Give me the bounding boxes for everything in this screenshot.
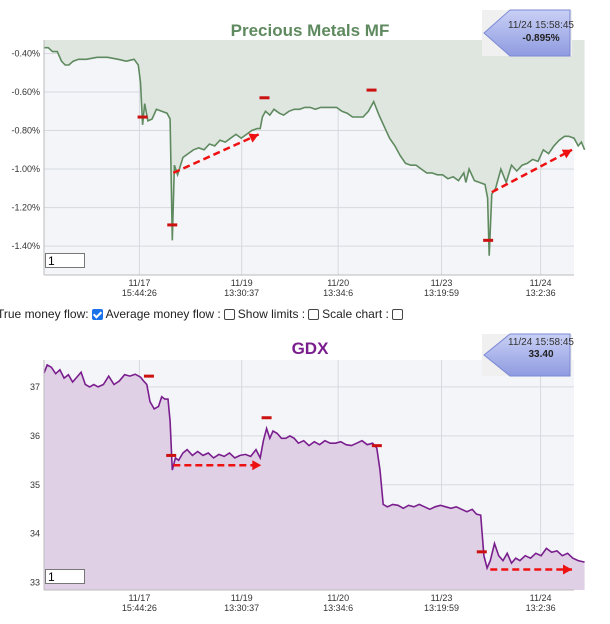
true-money-flow-checkbox[interactable] — [91, 308, 103, 320]
page-input[interactable] — [45, 569, 85, 584]
x-tick-time: 13:2:36 — [526, 288, 556, 298]
x-tick-time: 13:34:6 — [323, 603, 353, 613]
trend-arrow — [490, 564, 572, 575]
precious-metals-mf-chart: -0.40% -0.60% -0.80% -1.00% -1.20% -1.40% 11/… — [11, 9, 586, 298]
trend-arrow-head — [561, 149, 572, 159]
badge-value: -0.895% — [522, 33, 559, 44]
trend-arrow-line — [491, 148, 573, 194]
x-tick-time: 13:2:36 — [526, 603, 556, 613]
y-tick-label: 36 — [30, 431, 40, 441]
trend-arrow-head — [563, 564, 572, 575]
trend-arrow-line — [172, 133, 260, 175]
badge-arrow-icon — [483, 333, 571, 377]
value-badge: 11/24 15:58:45 -0.895% — [482, 9, 574, 57]
y-tick-label: -1.00% — [11, 164, 40, 174]
y-tick-label: 35 — [30, 480, 40, 490]
x-tick-date: 11/19 — [231, 593, 253, 603]
scale-chart-checkbox[interactable] — [391, 308, 403, 320]
x-tick-date: 11/23 — [431, 593, 453, 603]
y-tick-label: -0.60% — [11, 87, 40, 97]
series-area — [44, 364, 585, 590]
x-tick-time: 13:30:37 — [224, 288, 259, 298]
x-tick-time: 13:19:59 — [424, 288, 459, 298]
page-input[interactable] — [45, 253, 85, 268]
x-tick-time: 13:34:6 — [323, 288, 353, 298]
trend-arrow-head — [252, 460, 262, 471]
show-limits-label: Show limits : — [237, 307, 306, 321]
scale-chart-label: Scale chart : — [322, 307, 389, 321]
x-tick-date: 11/24 — [530, 593, 552, 603]
x-tick-date: 11/24 — [530, 278, 552, 288]
x-tick-date: 11/20 — [327, 278, 349, 288]
average-money-flow-checkbox[interactable] — [223, 308, 235, 320]
trend-arrow — [491, 148, 573, 194]
badge-time: 11/24 15:58:45 — [508, 337, 574, 348]
trend-arrow — [172, 133, 260, 175]
series-line — [43, 363, 585, 571]
x-tick-date: 11/17 — [128, 593, 150, 603]
chart-options-bar: True money flow: Average money flow : Sh… — [0, 305, 610, 323]
series-area — [44, 40, 585, 256]
y-tick-label: 34 — [30, 529, 40, 539]
x-tick-time: 15:44:26 — [122, 288, 157, 298]
x-tick-date: 11/19 — [231, 278, 253, 288]
trend-arrow-head — [248, 133, 259, 143]
badge-time: 11/24 15:58:45 — [508, 20, 574, 31]
chart-title: GDX — [292, 339, 330, 358]
badge-value: 33.40 — [528, 349, 553, 360]
chart-title: Precious Metals MF — [231, 21, 390, 40]
x-tick-date: 11/23 — [431, 278, 453, 288]
y-tick-label: -1.40% — [11, 241, 40, 251]
badge-arrow-icon — [483, 9, 571, 57]
trend-arrow — [173, 460, 262, 471]
y-tick-label: 33 — [30, 578, 40, 588]
x-tick-time: 15:44:26 — [122, 603, 157, 613]
average-money-flow-label: Average money flow : — [105, 307, 221, 321]
x-tick-date: 11/17 — [128, 278, 150, 288]
true-money-flow-label: True money flow: — [0, 307, 89, 321]
x-tick-time: 13:19:59 — [424, 603, 459, 613]
show-limits-checkbox[interactable] — [308, 308, 320, 320]
x-tick-date: 11/20 — [327, 593, 349, 603]
y-tick-label: -1.20% — [11, 203, 40, 213]
value-badge: 11/24 15:58:45 33.40 — [482, 333, 574, 377]
y-tick-label: -0.40% — [11, 48, 40, 58]
y-tick-label: -0.80% — [11, 126, 40, 136]
x-tick-time: 13:30:37 — [224, 603, 259, 613]
y-tick-label: 37 — [30, 382, 40, 392]
